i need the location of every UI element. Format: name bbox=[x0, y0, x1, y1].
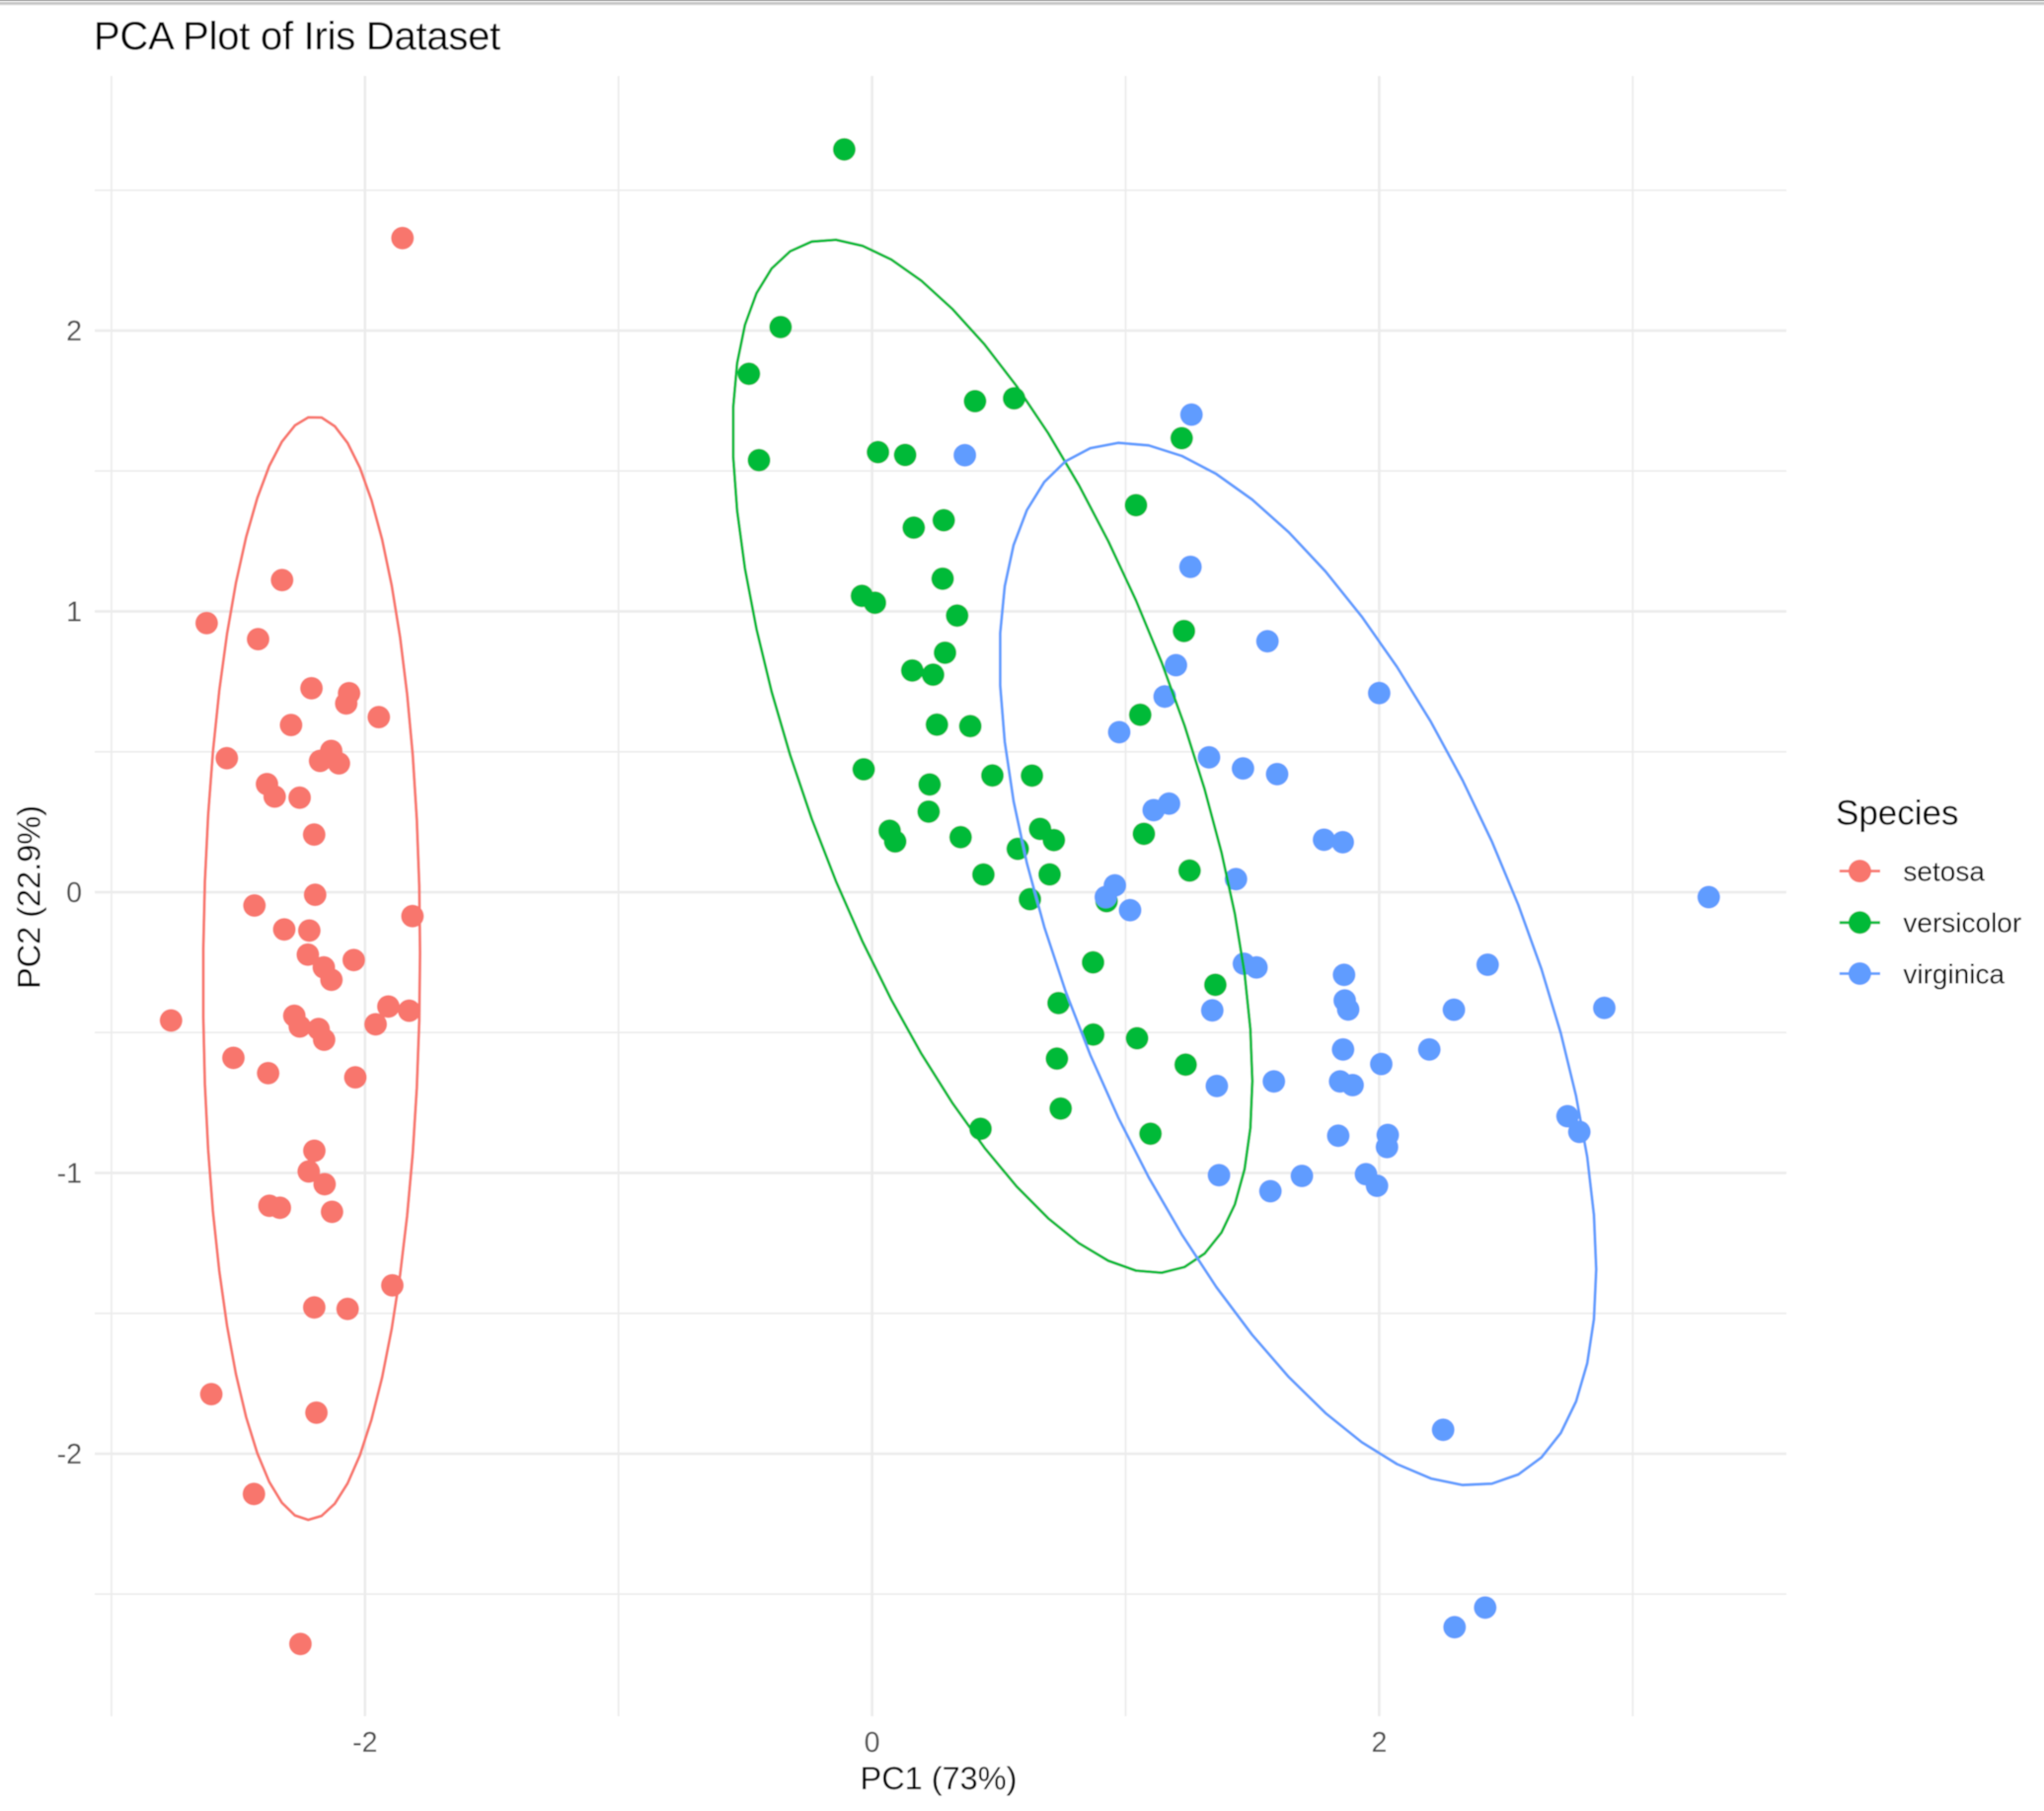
svg-text:Species: Species bbox=[1836, 794, 1959, 833]
svg-text:1: 1 bbox=[66, 597, 82, 629]
svg-text:2: 2 bbox=[1371, 1727, 1387, 1759]
svg-text:-1: -1 bbox=[57, 1159, 82, 1190]
svg-text:-2: -2 bbox=[57, 1439, 82, 1471]
svg-text:0: 0 bbox=[865, 1727, 880, 1759]
svg-text:0: 0 bbox=[66, 877, 82, 909]
svg-text:versicolor: versicolor bbox=[1903, 908, 2021, 939]
svg-text:2: 2 bbox=[66, 316, 82, 347]
svg-text:PCA Plot of Iris Dataset: PCA Plot of Iris Dataset bbox=[94, 15, 500, 58]
svg-text:setosa: setosa bbox=[1903, 856, 1985, 886]
svg-text:-2: -2 bbox=[352, 1727, 377, 1759]
svg-text:PC1 (73%): PC1 (73%) bbox=[861, 1761, 1018, 1796]
svg-text:virginica: virginica bbox=[1903, 958, 2005, 989]
svg-text:PC2 (22.9%): PC2 (22.9%) bbox=[12, 805, 47, 989]
